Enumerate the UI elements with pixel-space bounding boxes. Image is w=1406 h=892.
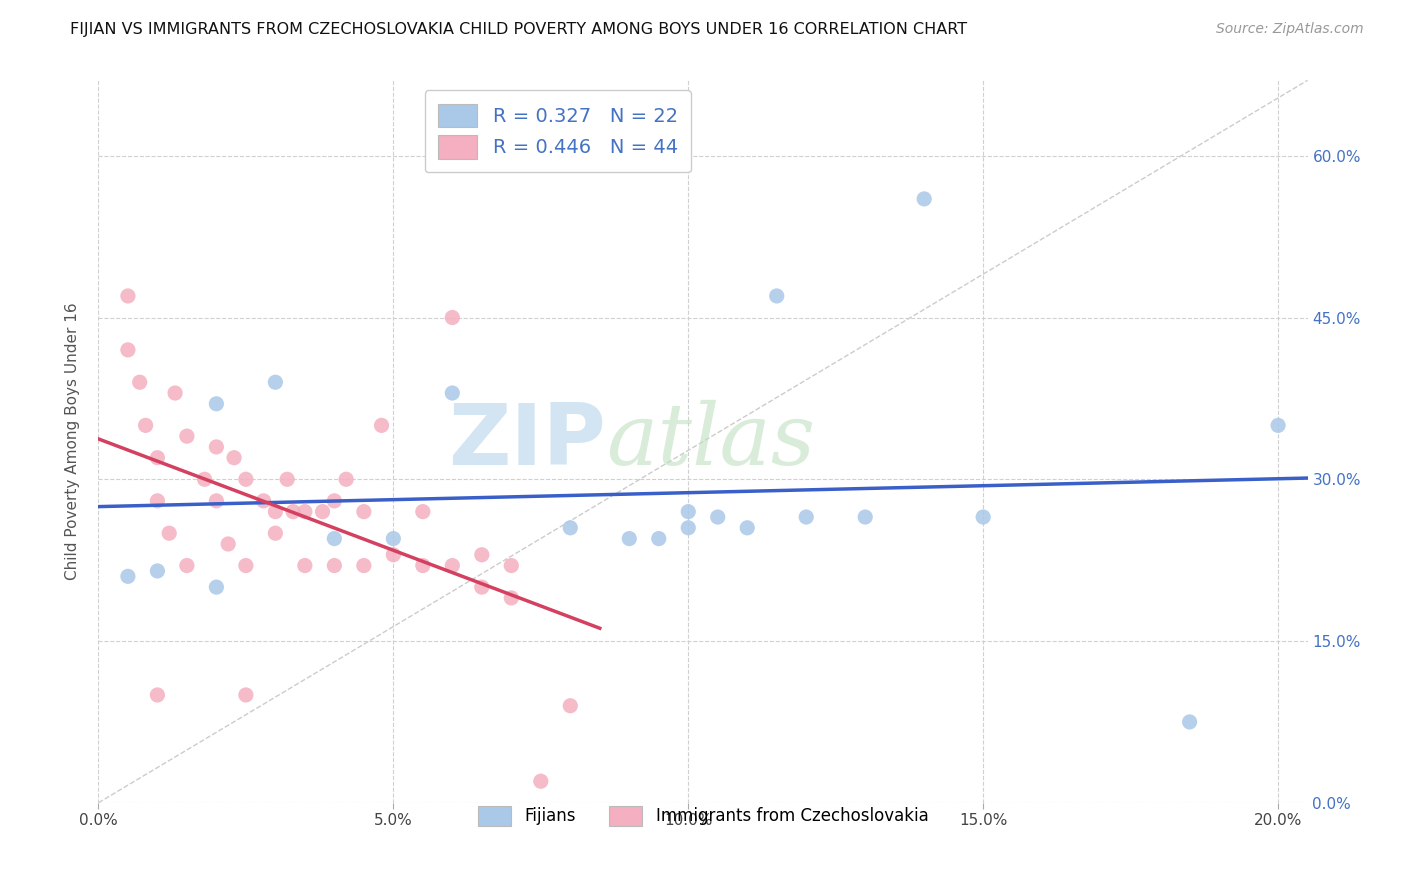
Point xyxy=(146,564,169,578)
Point xyxy=(217,537,239,551)
Point xyxy=(441,386,464,401)
Point xyxy=(335,472,357,486)
Point xyxy=(311,505,333,519)
Point xyxy=(471,580,494,594)
Point xyxy=(235,558,257,573)
Point xyxy=(501,591,523,605)
Point xyxy=(912,192,935,206)
Point xyxy=(117,569,139,583)
Point xyxy=(323,532,346,546)
Point xyxy=(117,289,139,303)
Legend: Fijians, Immigrants from Czechoslovakia: Fijians, Immigrants from Czechoslovakia xyxy=(465,794,941,838)
Point xyxy=(264,526,287,541)
Point xyxy=(165,386,187,401)
Point xyxy=(146,450,169,465)
Point xyxy=(412,505,434,519)
Point xyxy=(281,505,304,519)
Point xyxy=(252,493,274,508)
Point xyxy=(853,510,876,524)
Point xyxy=(222,450,245,465)
Point xyxy=(146,688,169,702)
Point xyxy=(205,397,228,411)
Point xyxy=(353,505,375,519)
Y-axis label: Child Poverty Among Boys Under 16: Child Poverty Among Boys Under 16 xyxy=(65,302,80,581)
Point xyxy=(235,472,257,486)
Point xyxy=(264,376,287,390)
Point xyxy=(276,472,298,486)
Point xyxy=(619,532,641,546)
Text: Source: ZipAtlas.com: Source: ZipAtlas.com xyxy=(1216,22,1364,37)
Point xyxy=(264,505,287,519)
Point xyxy=(972,510,994,524)
Point xyxy=(441,310,464,325)
Point xyxy=(323,558,346,573)
Point xyxy=(205,493,228,508)
Point xyxy=(735,521,758,535)
Point xyxy=(530,774,553,789)
Point xyxy=(323,493,346,508)
Point xyxy=(353,558,375,573)
Point xyxy=(678,505,700,519)
Point xyxy=(1178,714,1201,729)
Point xyxy=(176,558,198,573)
Text: ZIP: ZIP xyxy=(449,400,606,483)
Point xyxy=(382,548,405,562)
Point xyxy=(194,472,217,486)
Point xyxy=(205,580,228,594)
Point xyxy=(560,698,582,713)
Point xyxy=(648,532,671,546)
Point xyxy=(370,418,392,433)
Text: atlas: atlas xyxy=(606,401,815,483)
Point xyxy=(128,376,150,390)
Point xyxy=(135,418,157,433)
Point xyxy=(205,440,228,454)
Point xyxy=(382,532,405,546)
Point xyxy=(412,558,434,573)
Point xyxy=(157,526,180,541)
Point xyxy=(146,493,169,508)
Point xyxy=(1267,418,1289,433)
Point xyxy=(294,558,316,573)
Text: FIJIAN VS IMMIGRANTS FROM CZECHOSLOVAKIA CHILD POVERTY AMONG BOYS UNDER 16 CORRE: FIJIAN VS IMMIGRANTS FROM CZECHOSLOVAKIA… xyxy=(70,22,967,37)
Point xyxy=(794,510,817,524)
Point xyxy=(706,510,728,524)
Point xyxy=(441,558,464,573)
Point xyxy=(765,289,787,303)
Point xyxy=(294,505,316,519)
Point xyxy=(678,521,700,535)
Point xyxy=(117,343,139,357)
Point xyxy=(501,558,523,573)
Point xyxy=(560,521,582,535)
Point xyxy=(471,548,494,562)
Point xyxy=(235,688,257,702)
Point xyxy=(176,429,198,443)
